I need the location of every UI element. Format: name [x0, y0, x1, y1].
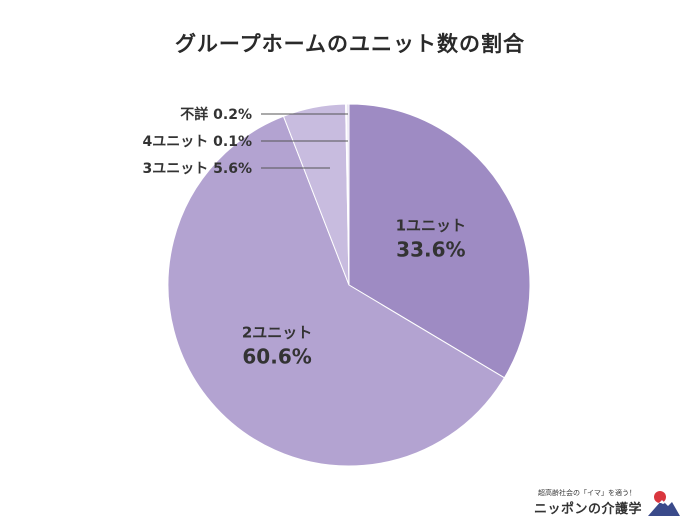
brand-name: ニッポンの介護学 — [534, 502, 643, 517]
slice-label-3ユニット: 3ユニット 5.6% — [143, 161, 252, 177]
pie-slice-1ユニット — [348, 103, 531, 379]
pie-slice-不詳 — [346, 103, 350, 286]
slice-label-2ユニット: 2ユニット — [242, 324, 312, 342]
slice-label-不詳: 不詳 0.2% — [180, 106, 252, 123]
slice-label-4ユニット: 4ユニット 0.1% — [143, 134, 252, 150]
slice-value-1ユニット: 33.6% — [396, 238, 465, 262]
slice-value-2ユニット: 60.6% — [242, 345, 311, 369]
slice-label-1ユニット: 1ユニット — [396, 217, 466, 235]
chart-title: グループホームのユニット数の割合 — [174, 32, 526, 56]
brand-logo: 超高齢社会の「イマ」を適う！ ニッポンの介護学 — [528, 486, 688, 520]
mountain-sun-logo-icon — [648, 491, 680, 516]
brand-tagline: 超高齢社会の「イマ」を適う！ — [538, 489, 636, 497]
pie-slice-2ユニット — [167, 115, 506, 467]
